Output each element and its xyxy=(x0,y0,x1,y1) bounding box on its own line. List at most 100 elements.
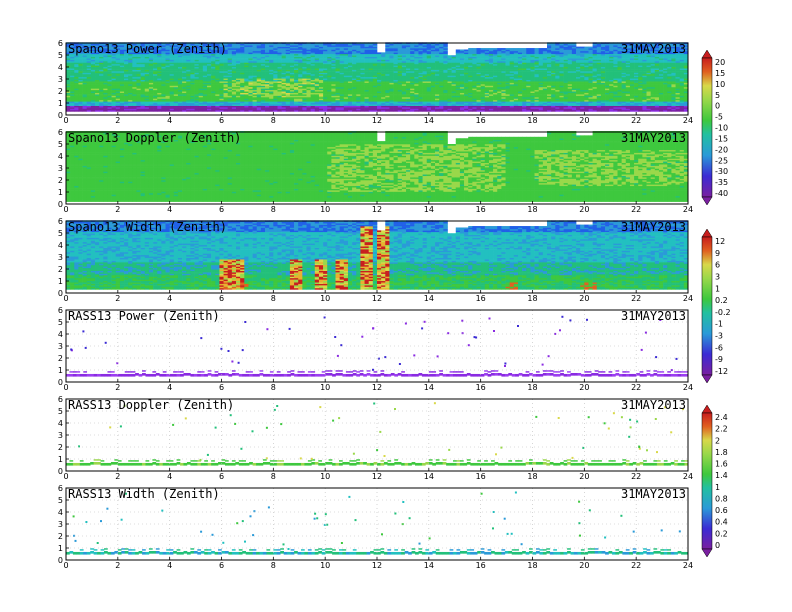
heatmap-cell xyxy=(86,104,92,106)
heatmap-cell xyxy=(206,73,212,76)
heatmap-cell xyxy=(182,84,187,86)
heatmap-cell xyxy=(90,101,96,104)
heatmap-cell xyxy=(148,108,154,111)
heatmap-cell xyxy=(223,85,229,88)
heatmap-cell xyxy=(148,107,154,109)
heatmap-cell xyxy=(70,73,75,76)
heatmap-cell xyxy=(124,107,129,109)
heatmap-cell xyxy=(211,65,216,68)
heatmap-cell xyxy=(202,63,208,66)
heatmap-cell xyxy=(119,98,125,101)
heatmap-cell xyxy=(223,104,229,106)
heatmap-cell xyxy=(90,53,96,56)
heatmap-cell xyxy=(90,97,96,99)
heatmap-cell xyxy=(202,52,208,55)
heatmap-cell xyxy=(157,92,162,95)
heatmap-cell xyxy=(86,65,92,68)
heatmap-cell xyxy=(194,61,199,63)
heatmap-cell xyxy=(70,84,75,86)
heatmap-cell xyxy=(211,91,216,93)
heatmap-cell xyxy=(115,63,121,66)
heatmap-cell xyxy=(153,62,158,65)
heatmap-cell xyxy=(165,65,170,68)
heatmap-cell xyxy=(90,107,96,109)
heatmap-cell xyxy=(202,71,208,73)
heatmap-cell xyxy=(206,101,212,104)
heatmap-cell xyxy=(148,48,154,50)
heatmap-cell xyxy=(148,69,154,72)
heatmap-cell xyxy=(136,73,141,76)
heatmap-cell xyxy=(103,52,108,55)
heatmap-cell xyxy=(169,105,175,108)
heatmap-cell xyxy=(99,58,104,60)
heatmap-cell xyxy=(177,91,183,93)
heatmap-cell xyxy=(190,92,195,95)
heatmap-cell xyxy=(86,81,92,83)
heatmap-cell xyxy=(99,75,104,78)
heatmap-cell xyxy=(161,86,166,89)
heatmap-cell xyxy=(198,84,204,86)
heatmap-cell xyxy=(95,107,100,109)
heatmap-cell xyxy=(223,56,229,59)
heatmap-cell xyxy=(206,62,212,65)
heatmap-cell xyxy=(111,91,117,93)
heatmap-cell xyxy=(198,108,204,111)
heatmap-cell xyxy=(103,48,108,50)
heatmap-cell xyxy=(111,66,117,69)
heatmap-cell xyxy=(173,82,179,85)
heatmap-cell xyxy=(215,46,220,49)
heatmap-cell xyxy=(99,99,104,102)
heatmap-cell xyxy=(90,95,96,98)
heatmap-cell xyxy=(107,78,112,81)
heatmap-cell xyxy=(124,68,129,70)
heatmap-cell xyxy=(186,88,191,91)
heatmap-cell xyxy=(132,85,137,88)
heatmap-cell xyxy=(95,61,100,63)
heatmap-cell xyxy=(182,63,187,66)
heatmap-cell xyxy=(140,82,146,85)
heatmap-cell xyxy=(107,101,112,104)
heatmap-cell xyxy=(78,52,83,55)
heatmap-cell xyxy=(148,63,154,66)
heatmap-cell xyxy=(223,61,229,63)
heatmap-cell xyxy=(86,43,92,46)
heatmap-cell xyxy=(99,45,104,47)
heatmap-cell xyxy=(194,45,199,47)
heatmap-cell xyxy=(165,82,170,85)
heatmap-cell xyxy=(136,63,141,66)
heatmap-cell xyxy=(124,85,129,88)
heatmap-cell xyxy=(182,98,187,101)
heatmap-cell xyxy=(111,86,117,89)
heatmap-cell xyxy=(107,63,112,66)
heatmap-cell xyxy=(377,52,382,55)
heatmap-cell xyxy=(95,102,100,105)
heatmap-cell xyxy=(177,49,183,52)
heatmap-cell xyxy=(107,72,112,75)
heatmap-cell xyxy=(124,71,129,73)
heatmap-cell xyxy=(153,88,158,91)
heatmap-cell xyxy=(111,107,117,109)
heatmap-cell xyxy=(182,85,187,88)
heatmap-cell xyxy=(111,58,117,60)
heatmap-cell xyxy=(219,76,224,79)
heatmap-cell xyxy=(194,85,199,88)
heatmap-cell xyxy=(177,81,183,83)
heatmap-cell xyxy=(202,68,208,70)
heatmap-cell xyxy=(148,97,154,99)
heatmap-cell xyxy=(74,71,79,73)
heatmap-cell xyxy=(95,109,100,112)
heatmap-cell xyxy=(82,79,88,82)
heatmap-cell xyxy=(78,86,83,89)
heatmap-cell xyxy=(177,104,183,106)
heatmap-cell xyxy=(161,76,166,79)
heatmap-cell xyxy=(186,85,191,88)
heatmap-cell xyxy=(124,95,129,98)
heatmap-cell xyxy=(107,56,112,59)
heatmap-cell xyxy=(157,102,162,105)
heatmap-cell xyxy=(66,61,71,63)
heatmap-cell xyxy=(90,50,96,53)
heatmap-cell xyxy=(165,56,170,59)
heatmap-cell xyxy=(202,49,208,52)
heatmap-cell xyxy=(468,48,473,50)
heatmap-cell xyxy=(148,73,154,76)
